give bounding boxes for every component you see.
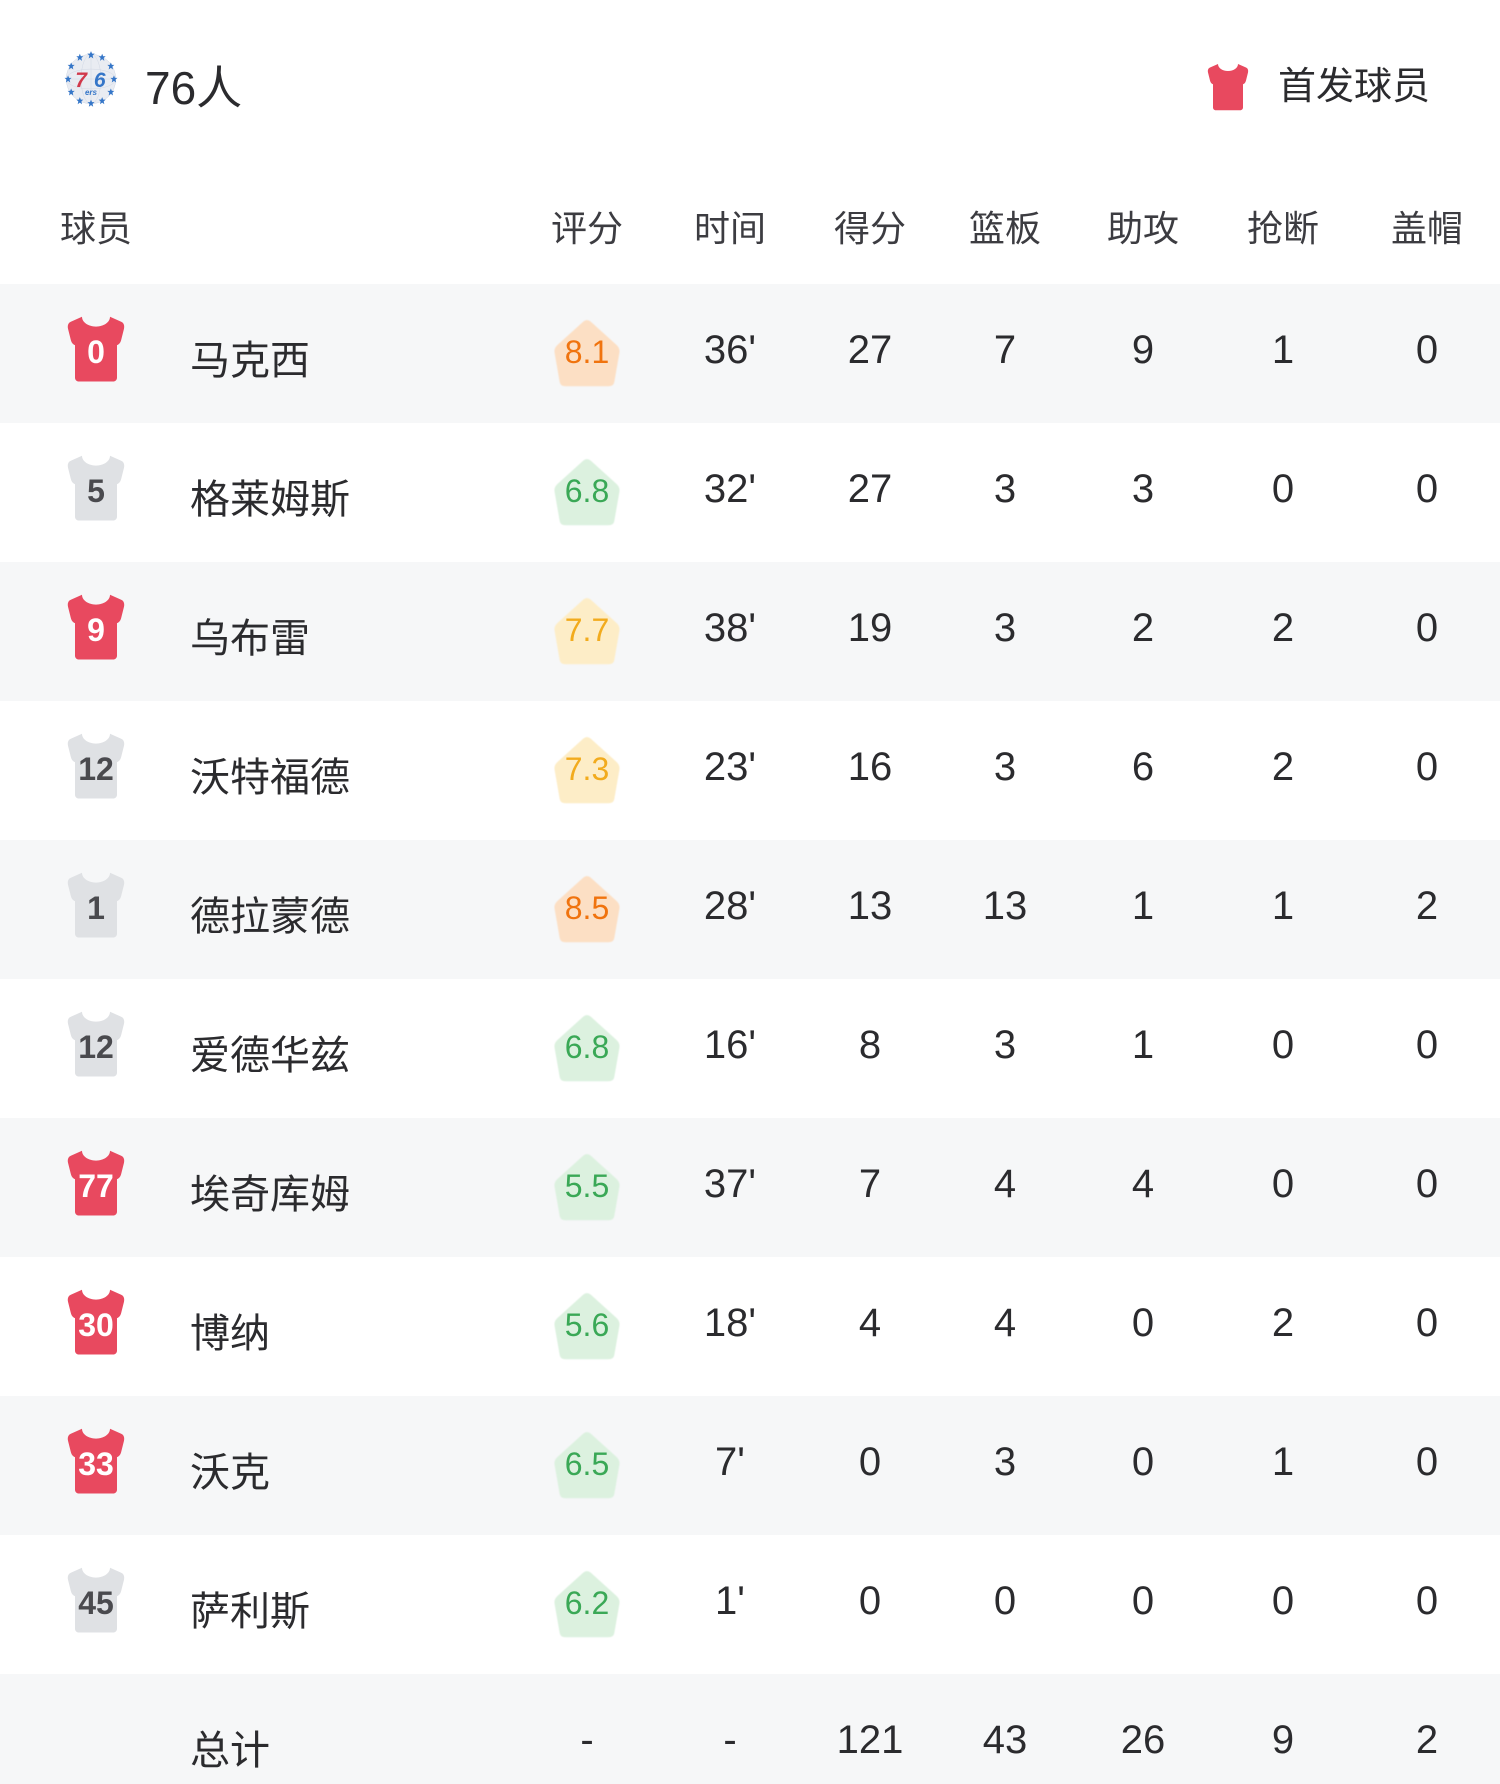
svg-text:ers: ers <box>85 88 98 97</box>
